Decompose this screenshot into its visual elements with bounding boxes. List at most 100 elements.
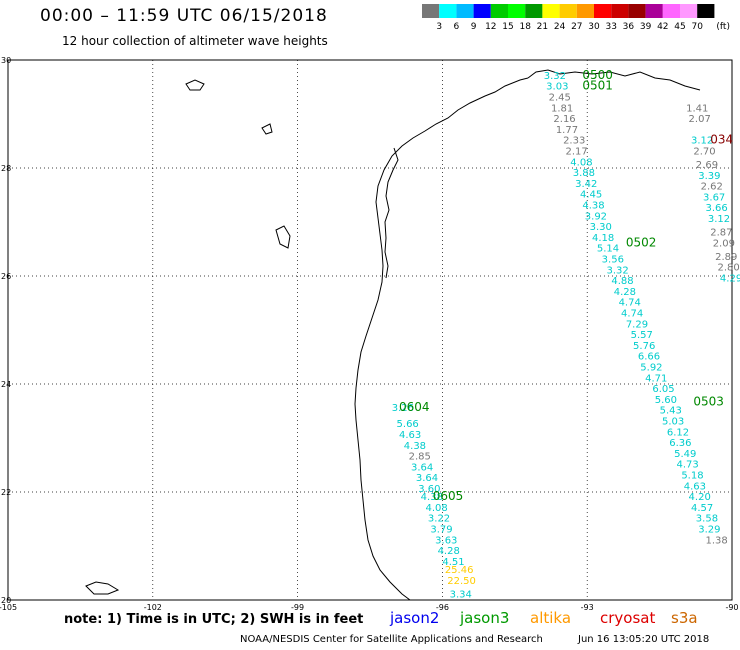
pass-time-label: 0500 [582, 68, 613, 82]
wave-height-value: 4.20 [689, 492, 711, 503]
wave-height-value: 3.32 [544, 71, 566, 82]
wave-height-value: 5.60 [655, 395, 677, 406]
legend-tick-label: 45 [674, 22, 685, 32]
lake-shape-2 [275, 225, 291, 249]
wave-height-value: 3.26 [392, 403, 414, 414]
wave-height-value: 25.46 [445, 565, 474, 576]
wave-height-value: 5.18 [681, 471, 703, 482]
map-title: 00:00 – 11:59 UTC 06/15/2018 [40, 6, 328, 26]
wave-height-value: 3.64 [416, 473, 438, 484]
wave-height-value: 3.56 [602, 255, 624, 266]
lake-shape-4 [261, 123, 273, 135]
wave-height-value: 5.14 [597, 244, 619, 255]
legend-swatch [680, 4, 698, 18]
wave-height-value: 4.73 [676, 460, 698, 471]
wave-height-value: 4.38 [404, 441, 426, 452]
wave-height-value: 4.74 [621, 309, 643, 320]
wave-height-value: 4.63 [684, 481, 706, 492]
map-border [7, 59, 733, 601]
lake-shape-1 [185, 79, 205, 91]
legend-swatch [490, 4, 508, 18]
wave-height-value: 2.16 [553, 114, 575, 125]
color-scale-legend: 3 6 9 12 15 18 21 24 27 30 33 36 39 42 45 70 (ft) [422, 4, 730, 32]
legend-tick-label: 6 [454, 22, 460, 32]
legend-swatch [422, 4, 440, 18]
wave-height-value: 4.57 [691, 503, 713, 514]
wave-height-value: 3.60 [418, 484, 440, 495]
wave-height-value: 1.41 [686, 103, 708, 114]
wave-height-value: 5.49 [674, 449, 696, 460]
wave-height-value: 4.38 [421, 492, 443, 503]
latitude-label: 26 [1, 272, 11, 281]
altimeter-tracks: 3.323.032.451.812.161.772.332.174.083.88… [392, 71, 740, 600]
longitude-label: -90 [725, 603, 738, 612]
lake-shape-3 [85, 581, 120, 595]
legend-swatch [594, 4, 612, 18]
legend-swatch [611, 4, 629, 18]
wave-height-value: 4.18 [592, 233, 614, 244]
track-c: 3.265.664.634.382.853.643.643.604.384.08… [392, 403, 476, 600]
wave-height-value: 4.29 [720, 273, 740, 284]
track-b: 1.412.073.122.702.693.392.623.673.663.12… [686, 103, 740, 284]
legend-tick-label: 3 [436, 22, 442, 32]
latitude-label: 30 [1, 56, 11, 65]
satellite-name-cryosat: cryosat [600, 609, 656, 627]
legend-swatch [473, 4, 491, 18]
legend-tick-label: 70 [691, 22, 703, 32]
pass-time-label: 034 [710, 133, 733, 147]
wave-height-value: 3.34 [450, 589, 472, 600]
longitude-label: -93 [581, 603, 594, 612]
wave-height-value: 4.63 [399, 430, 421, 441]
coastline [85, 69, 701, 601]
legend-tick-label: 42 [657, 22, 668, 32]
units-note: note: 1) Time is in UTC; 2) SWH is in fe… [64, 612, 364, 627]
wave-height-value: 3.30 [590, 222, 612, 233]
wave-height-value: 1.81 [551, 103, 573, 114]
legend-tick-label: 24 [554, 22, 566, 32]
wave-height-value: 3.79 [430, 525, 452, 536]
wave-height-value: 4.28 [614, 287, 636, 298]
wave-height-value: 3.88 [573, 168, 595, 179]
lat-lon-grid: -105 -102 -99 -96 -93 -90 30 28 26 24 22 20 [0, 56, 739, 612]
wave-height-value: 2.45 [549, 93, 571, 104]
wave-height-value: 2.85 [409, 452, 431, 463]
wave-height-value: 5.57 [631, 330, 653, 341]
wave-height-value: 5.03 [662, 417, 684, 428]
wave-height-value: 2.87 [710, 228, 732, 239]
pass-time-label: 0605 [433, 489, 464, 503]
legend-swatch [508, 4, 526, 18]
legend-tick-label: 39 [640, 22, 652, 32]
satellite-name-altika: altika [530, 609, 572, 627]
wave-height-value: 1.38 [705, 535, 727, 546]
legend-swatch [662, 4, 680, 18]
legend-swatch [456, 4, 474, 18]
pass-time-label: 0503 [693, 395, 724, 409]
wave-height-value: 3.67 [703, 192, 725, 203]
wave-height-value: 3.22 [428, 514, 450, 525]
wave-height-value: 4.38 [582, 201, 604, 212]
wave-height-value: 3.32 [607, 265, 629, 276]
latitude-label: 28 [1, 164, 11, 173]
legend-tick-label: 36 [623, 22, 635, 32]
satellite-name-s3a: s3a [671, 609, 698, 627]
longitude-label: -96 [436, 603, 449, 612]
wave-height-value: 4.08 [426, 503, 448, 514]
coast-detail-texas [384, 147, 399, 279]
legend-swatch [645, 4, 663, 18]
legend-tick-label: 18 [519, 22, 531, 32]
wave-height-value: 6.66 [638, 352, 660, 363]
wave-height-value: 3.66 [705, 203, 727, 214]
pass-time-label: 0501 [582, 79, 613, 93]
wave-height-value: 5.76 [633, 341, 655, 352]
wave-height-value: 2.69 [696, 160, 718, 171]
latitude-label: 24 [1, 380, 11, 389]
legend-swatch [439, 4, 457, 18]
gulf-coastline [354, 77, 529, 601]
wave-height-value: 3.29 [698, 525, 720, 536]
legend-swatch [576, 4, 594, 18]
wave-height-value: 2.17 [565, 147, 587, 158]
latitude-label: 22 [1, 488, 11, 497]
legend-swatch [697, 4, 715, 18]
